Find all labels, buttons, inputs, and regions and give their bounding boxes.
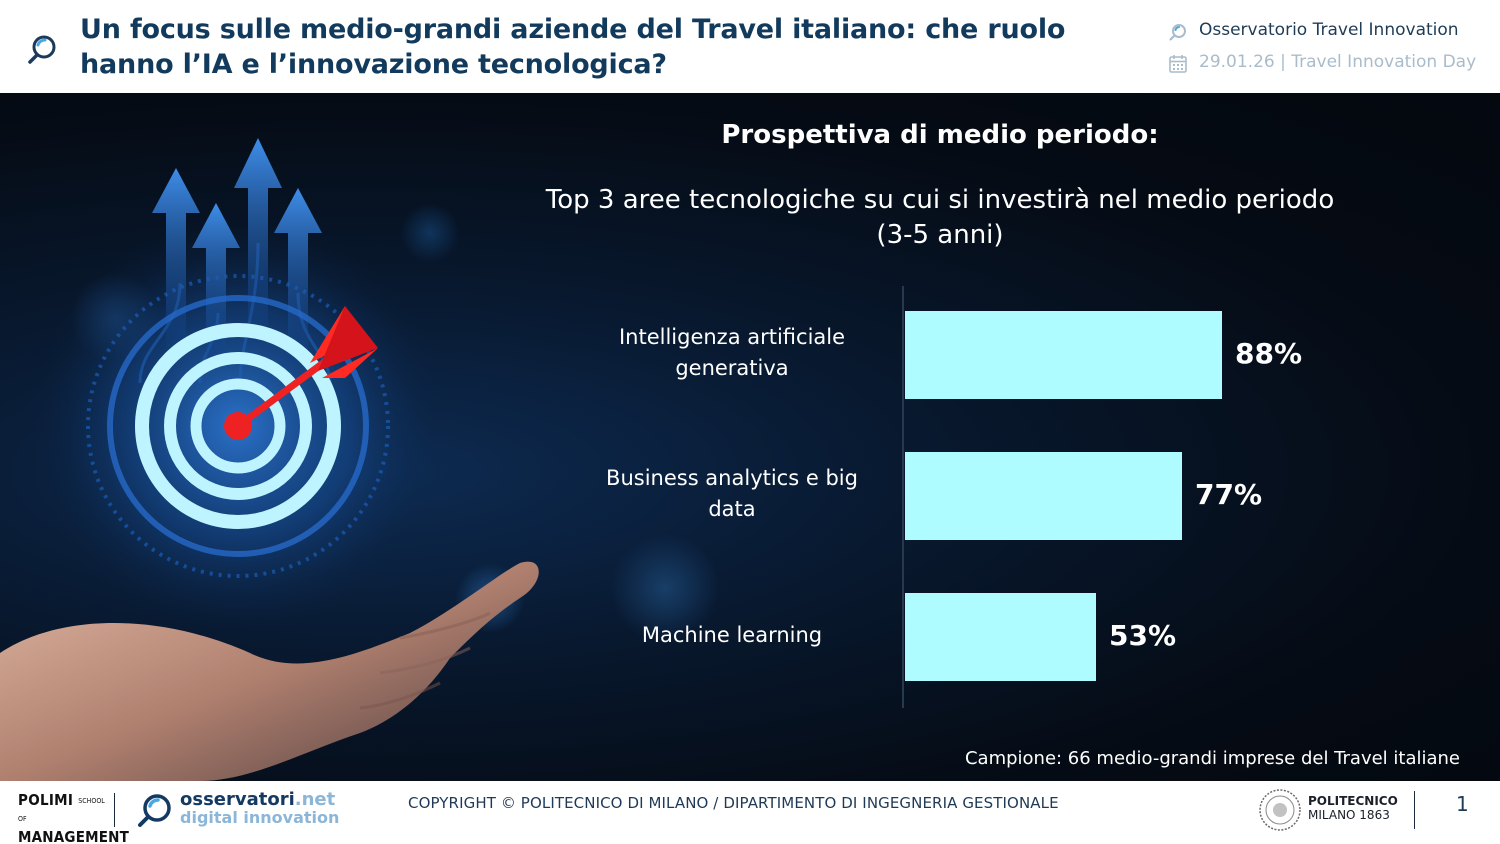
chart-title: Top 3 aree tecnologiche su cui si invest… — [480, 183, 1400, 253]
calendar-icon — [1169, 55, 1187, 73]
politecnico-logo: POLITECNICO MILANO 1863 — [1308, 794, 1398, 822]
bar-1 — [905, 311, 1222, 399]
category-label-line: generativa — [675, 356, 789, 380]
polimi-logo: POLIMI SCHOOL OF MANAGEMENT — [18, 791, 130, 844]
osservatori-logo: osservatori.net digital innovation — [180, 789, 340, 827]
page-title: Un focus sulle medio-grandi aziende del … — [80, 12, 1140, 82]
category-label-line: Business analytics e big — [606, 466, 858, 490]
category-label-line: Machine learning — [641, 622, 823, 647]
footer-divider — [1414, 791, 1415, 829]
osservatori-magnifier-icon — [28, 35, 56, 64]
copyright-text: COPYRIGHT © POLITECNICO DI MILANO / DIPA… — [408, 794, 1059, 812]
category-label-3: Machine learning — [582, 620, 882, 651]
slide-footer: POLIMI SCHOOL OF MANAGEMENT osservatori.n… — [0, 781, 1500, 844]
chart-title-line1: Top 3 aree tecnologiche su cui si invest… — [545, 185, 1335, 215]
value-label-3: 53% — [1109, 619, 1177, 652]
target-hand-illustration — [0, 138, 539, 781]
osservatori-magnifier-icon — [138, 794, 171, 827]
bokeh-light — [610, 533, 720, 643]
bokeh-light — [400, 203, 460, 263]
chart-title-line2: (3-5 anni) — [876, 220, 1004, 250]
source-note: Campione: 66 medio-grandi imprese del Tr… — [964, 748, 1460, 769]
page-title-line1: Un focus sulle medio-grandi aziende del … — [80, 14, 1066, 45]
main-panel: Prospettiva di medio periodo: Top 3 aree… — [0, 93, 1500, 781]
dart-arrow — [234, 306, 378, 430]
footer-divider — [114, 793, 115, 827]
open-hand — [0, 561, 539, 781]
slide-subtitle: Prospettiva di medio periodo: — [721, 120, 1159, 150]
magnifier-icon — [1169, 24, 1186, 41]
chart-axis-line — [902, 286, 904, 708]
value-label-2: 77% — [1195, 478, 1263, 511]
politecnico-seal-icon — [1259, 789, 1301, 831]
slide-header: Un focus sulle medio-grandi aziende del … — [0, 0, 1500, 93]
bar-2 — [905, 452, 1182, 540]
page-number: 1 — [1456, 792, 1469, 816]
value-label-1: 88% — [1235, 337, 1303, 370]
bar-3 — [905, 593, 1096, 681]
category-label-2: Business analytics e big data — [582, 463, 882, 525]
page-title-line2: hanno l’IA e l’innovazione tecnologica? — [80, 49, 667, 80]
growth-arrows — [152, 138, 322, 363]
category-label-line: Intelligenza artificiale — [618, 325, 846, 349]
category-label-1: Intelligenza artificiale generativa — [582, 322, 882, 384]
category-label-line: data — [708, 497, 756, 521]
